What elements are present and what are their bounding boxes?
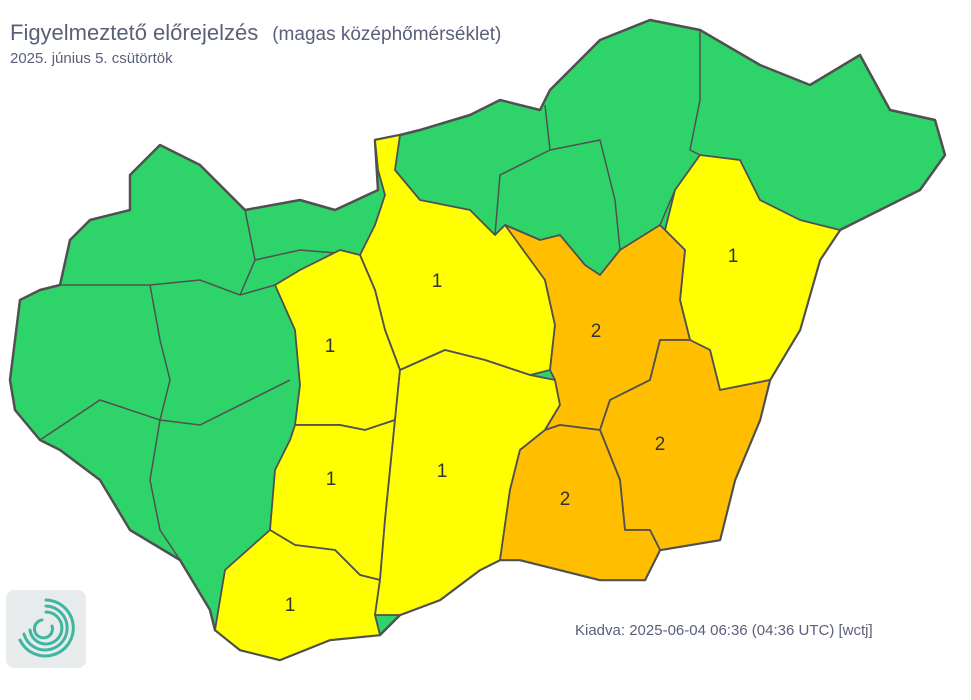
level-label-bacs-kiskun: 1	[437, 461, 448, 482]
level-label-fejer: 1	[325, 336, 336, 357]
level-label-baranya: 1	[285, 595, 296, 616]
issued-timestamp: Kiadva: 2025-06-04 06:36 (04:36 UTC) [wc…	[575, 622, 873, 639]
level-label-csongrad: 2	[560, 489, 571, 510]
swirl-logo-icon	[18, 598, 75, 658]
title-text: Figyelmeztető előrejelzés	[10, 20, 259, 45]
met-service-logo	[6, 590, 86, 668]
region-pest[interactable]	[359, 134, 556, 376]
region-baranya[interactable]	[214, 529, 381, 661]
region-csongrad[interactable]	[499, 424, 661, 581]
level-label-pest: 1	[432, 271, 443, 292]
map-title: Figyelmeztető előrejelzés (magas középhőm…	[10, 20, 501, 46]
level-label-tolna: 1	[326, 469, 337, 490]
level-label-bekes: 2	[655, 434, 666, 455]
map-subtitle: (magas középhőmérséklet)	[272, 24, 502, 45]
level-label-hajdu-bihar: 1	[728, 246, 739, 267]
green-county-borders	[39, 30, 701, 561]
forecast-date: 2025. június 5. csütörtök	[10, 50, 173, 67]
level-label-szolnok: 2	[591, 321, 602, 342]
